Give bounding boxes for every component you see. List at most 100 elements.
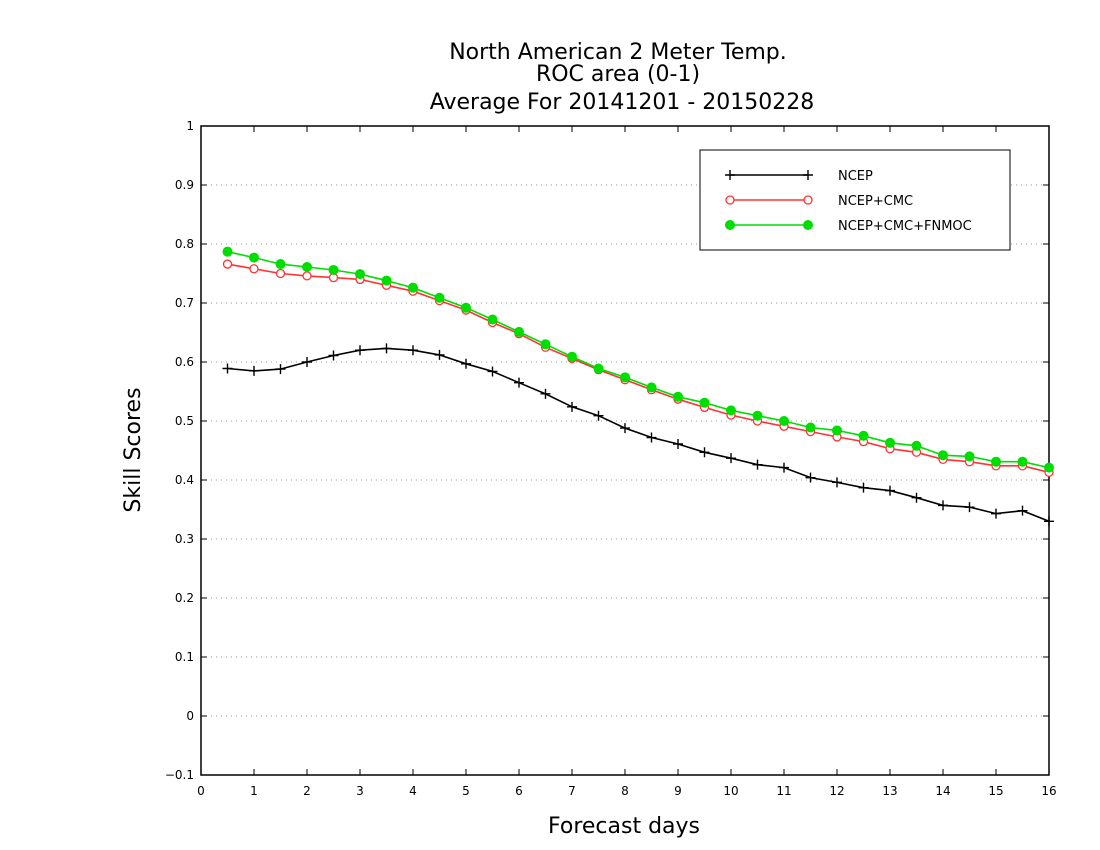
data-point [805, 472, 816, 483]
data-point [885, 437, 895, 448]
legend-label: NCEP+CMC [838, 194, 913, 209]
y-tick-label: 1 [186, 119, 194, 133]
chart-title: North American 2 Meter Temp. ROC area (0… [430, 40, 815, 115]
x-tick-label: 10 [723, 784, 738, 798]
x-tick-label: 14 [935, 784, 950, 798]
data-point [964, 451, 975, 462]
data-point [461, 302, 471, 313]
x-tick-label: 13 [882, 784, 897, 798]
legend-marker [803, 220, 813, 230]
x-tick-label: 1 [250, 784, 258, 798]
data-point [487, 314, 498, 325]
y-axis: −0.1 0 0.1 0.2 0.3 0.4 0.5 0.6 0.7 0.8 0.9 1 [165, 119, 1049, 782]
data-point [620, 423, 630, 434]
y-tick-label: 0 [186, 709, 194, 723]
data-point [885, 485, 895, 496]
data-point [355, 269, 365, 280]
x-axis: 0 1 2 3 4 5 6 7 8 9 10 11 12 13 14 15 16 [197, 126, 1057, 798]
data-point [567, 401, 577, 412]
x-tick-label: 2 [303, 784, 311, 798]
data-point [752, 459, 763, 470]
data-point [249, 252, 259, 263]
data-point [408, 345, 418, 356]
x-tick-label: 8 [621, 784, 629, 798]
data-point [381, 343, 392, 354]
data-point [275, 364, 286, 375]
data-point [1017, 456, 1028, 467]
y-tick-label: 0.4 [175, 473, 194, 487]
data-point [222, 363, 233, 374]
y-tick-label: 0.3 [175, 532, 194, 546]
data-point [991, 456, 1001, 467]
data-point [938, 500, 948, 511]
x-tick-label: 15 [988, 784, 1003, 798]
data-point [699, 397, 710, 408]
data-point [620, 372, 630, 383]
data-point [302, 262, 312, 273]
data-point [302, 271, 312, 281]
title-line-1: North American 2 Meter Temp. [449, 40, 787, 65]
data-point [1044, 462, 1054, 473]
legend-marker [803, 195, 813, 205]
data-point [540, 339, 551, 350]
data-point [911, 440, 922, 451]
data-point [275, 268, 286, 279]
data-point [249, 264, 259, 274]
data-point [249, 365, 259, 376]
data-point [540, 388, 551, 399]
data-point [381, 275, 392, 286]
title-line-3: Average For 20141201 - 20150228 [430, 90, 815, 115]
legend-item: NCEP [725, 169, 873, 184]
legend: NCEP NCEP+CMC NCEP+CMC+FNMOC [699, 149, 1011, 251]
data-point [328, 350, 339, 361]
data-point [1044, 516, 1054, 527]
data-point [779, 462, 789, 473]
series-ncep-cmc [222, 259, 1054, 477]
legend-item: NCEP+CMC [725, 194, 913, 209]
data-point [673, 391, 683, 402]
data-point [567, 351, 577, 362]
data-point [328, 264, 339, 275]
data-point [514, 326, 524, 337]
data-point [275, 259, 286, 270]
data-point [222, 259, 233, 269]
data-point [646, 382, 657, 393]
y-tick-label: −0.1 [165, 768, 194, 782]
y-tick-label: 0.6 [175, 355, 194, 369]
data-point [408, 282, 418, 293]
x-tick-label: 16 [1041, 784, 1056, 798]
data-point [938, 450, 948, 461]
x-tick-label: 0 [197, 784, 205, 798]
data-point [1017, 505, 1028, 516]
data-point [514, 377, 524, 388]
data-point [726, 453, 736, 464]
data-point [434, 349, 445, 360]
legend-marker [725, 195, 735, 205]
data-point [858, 430, 869, 441]
y-tick-label: 0.8 [175, 237, 194, 251]
x-axis-label: Forecast days [548, 814, 700, 839]
x-tick-label: 5 [462, 784, 470, 798]
series-line [227, 263, 1050, 474]
data-point [911, 492, 922, 503]
data-point [302, 357, 312, 367]
data-point [487, 366, 498, 377]
x-tick-label: 4 [409, 784, 417, 798]
data-point [805, 422, 816, 433]
data-point [832, 425, 842, 436]
x-tick-label: 7 [568, 784, 576, 798]
data-point [434, 292, 445, 303]
legend-marker [725, 220, 735, 230]
series-line [227, 347, 1050, 523]
data-point [779, 416, 789, 426]
data-point [991, 508, 1001, 519]
series-line [227, 250, 1050, 469]
data-point [461, 358, 471, 369]
x-tick-label: 3 [356, 784, 364, 798]
data-point [964, 502, 975, 513]
y-tick-label: 0.5 [175, 414, 194, 428]
data-point [355, 345, 365, 356]
data-point [222, 246, 233, 257]
x-tick-label: 11 [776, 784, 791, 798]
